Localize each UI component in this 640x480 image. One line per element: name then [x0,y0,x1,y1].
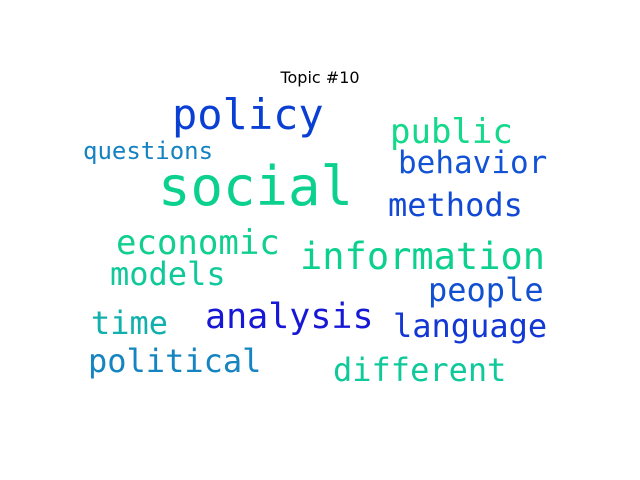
word-information: information [300,235,546,278]
word-models: models [110,255,226,293]
word-questions: questions [83,137,214,165]
word-political: political [88,342,262,380]
word-social: social [158,155,354,218]
word-behavior: behavior [398,145,548,181]
word-language: language [393,307,548,345]
word-public: public [390,112,513,152]
word-time: time [91,304,169,342]
word-different: different [333,351,507,389]
word-analysis: analysis [205,297,374,337]
word-policy: policy [172,90,324,139]
word-economic: economic [116,223,280,263]
word-cloud: social policy information analysis publi… [80,88,570,398]
chart-title: Topic #10 [280,68,360,87]
word-people: people [428,271,544,309]
word-methods: methods [388,186,523,224]
